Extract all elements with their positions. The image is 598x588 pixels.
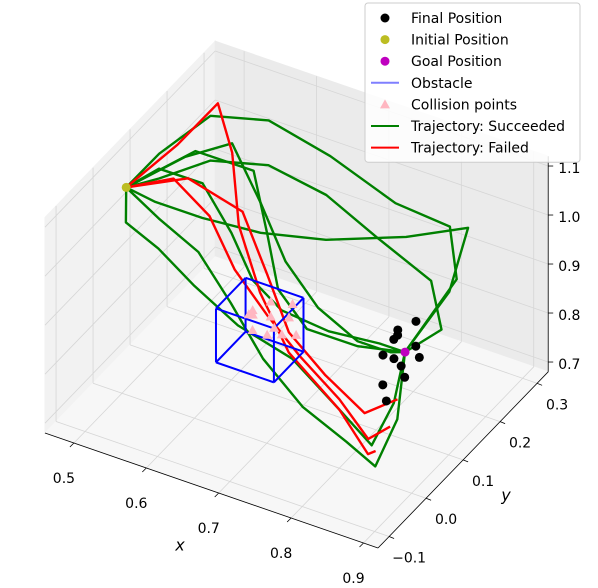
- trajectory: [125, 186, 470, 353]
- y-tick: [388, 536, 395, 539]
- position-point: [411, 316, 421, 326]
- legend-label: Collision points: [411, 97, 517, 113]
- trajectory: [125, 149, 406, 354]
- trajectory: [125, 114, 458, 353]
- collision-point: [291, 329, 302, 339]
- position-point: [411, 341, 421, 351]
- z-tick-label: 1.1: [558, 161, 580, 177]
- x-tick: [142, 467, 147, 473]
- collision-point: [287, 299, 298, 309]
- y-tick: [425, 497, 432, 501]
- legend-label: Goal Position: [411, 54, 502, 70]
- z-tick-label: 1.0: [558, 210, 580, 226]
- x-tick-label: 0.5: [53, 471, 75, 487]
- trajectory: [125, 102, 377, 456]
- position-point: [378, 380, 388, 390]
- x-tick-label: 0.8: [270, 546, 292, 562]
- trajectory: [126, 177, 398, 415]
- axis-line: [44, 432, 379, 549]
- y-tick-label: 0.2: [509, 436, 531, 452]
- y-tick-label: −0.1: [392, 551, 426, 567]
- position-point: [381, 396, 391, 406]
- position-point: [400, 372, 410, 382]
- legend-marker: [380, 56, 390, 66]
- position-point: [396, 361, 406, 371]
- x-tick: [69, 442, 75, 448]
- collision-point: [262, 329, 273, 339]
- grid-line: [215, 148, 549, 265]
- x-tick: [286, 517, 292, 523]
- grid-line: [44, 197, 216, 375]
- x-tick-label: 0.9: [342, 571, 364, 587]
- collision-point: [284, 312, 295, 322]
- legend-label: Final Position: [411, 11, 502, 27]
- x-tick: [214, 492, 220, 498]
- trajectory: [125, 159, 443, 354]
- position-point: [414, 352, 424, 362]
- z-tick-label: 0.7: [558, 357, 580, 373]
- y-tick: [462, 459, 469, 463]
- collision-point: [243, 309, 254, 319]
- grid-line: [44, 50, 216, 228]
- collision-point: [269, 322, 280, 332]
- collision-point: [265, 296, 276, 306]
- grid-line: [215, 246, 549, 363]
- x-axis-label: x: [174, 536, 185, 555]
- legend-label: Trajectory: Failed: [410, 141, 529, 157]
- legend-marker: [380, 99, 390, 109]
- grid-line: [92, 382, 427, 499]
- axis-line: [377, 371, 549, 549]
- y-tick-label: 0.3: [546, 397, 568, 413]
- obstacle: [214, 276, 305, 384]
- legend-label: Initial Position: [411, 33, 509, 49]
- y-tick-label: 0.1: [472, 474, 494, 490]
- position-point: [389, 334, 399, 344]
- position-point: [400, 347, 410, 357]
- y-axis-label: y: [500, 486, 511, 505]
- grid-line: [215, 197, 549, 314]
- grid-line: [55, 421, 390, 537]
- y-tick: [536, 382, 543, 386]
- legend-marker: [380, 13, 390, 23]
- y-tick: [499, 421, 506, 424]
- position-point: [393, 325, 403, 335]
- legend: Final Position Initial Position Goal Posit…: [364, 2, 581, 163]
- position-point: [121, 182, 131, 192]
- z-tick-label: 0.9: [558, 259, 580, 275]
- x-tick-label: 0.6: [125, 496, 147, 512]
- trajectory: [125, 177, 391, 441]
- x-tick: [359, 542, 364, 548]
- legend-marker: [380, 35, 390, 45]
- legend-label: Obstacle: [411, 76, 472, 92]
- trajectory: [125, 186, 407, 468]
- collision-point: [276, 329, 287, 339]
- legend-frame: [364, 2, 581, 163]
- x-tick-label: 0.7: [198, 521, 220, 537]
- y-tick-label: 0.0: [435, 512, 457, 528]
- collision-point: [247, 325, 258, 335]
- legend-label: Trajectory: Succeeded: [410, 119, 565, 135]
- position-point: [378, 350, 388, 360]
- grid-line: [166, 306, 501, 422]
- z-tick-label: 0.8: [558, 308, 580, 324]
- trajectory: [124, 187, 407, 447]
- collision-point: [265, 311, 276, 321]
- position-point: [389, 354, 399, 364]
- grid-line: [129, 344, 464, 461]
